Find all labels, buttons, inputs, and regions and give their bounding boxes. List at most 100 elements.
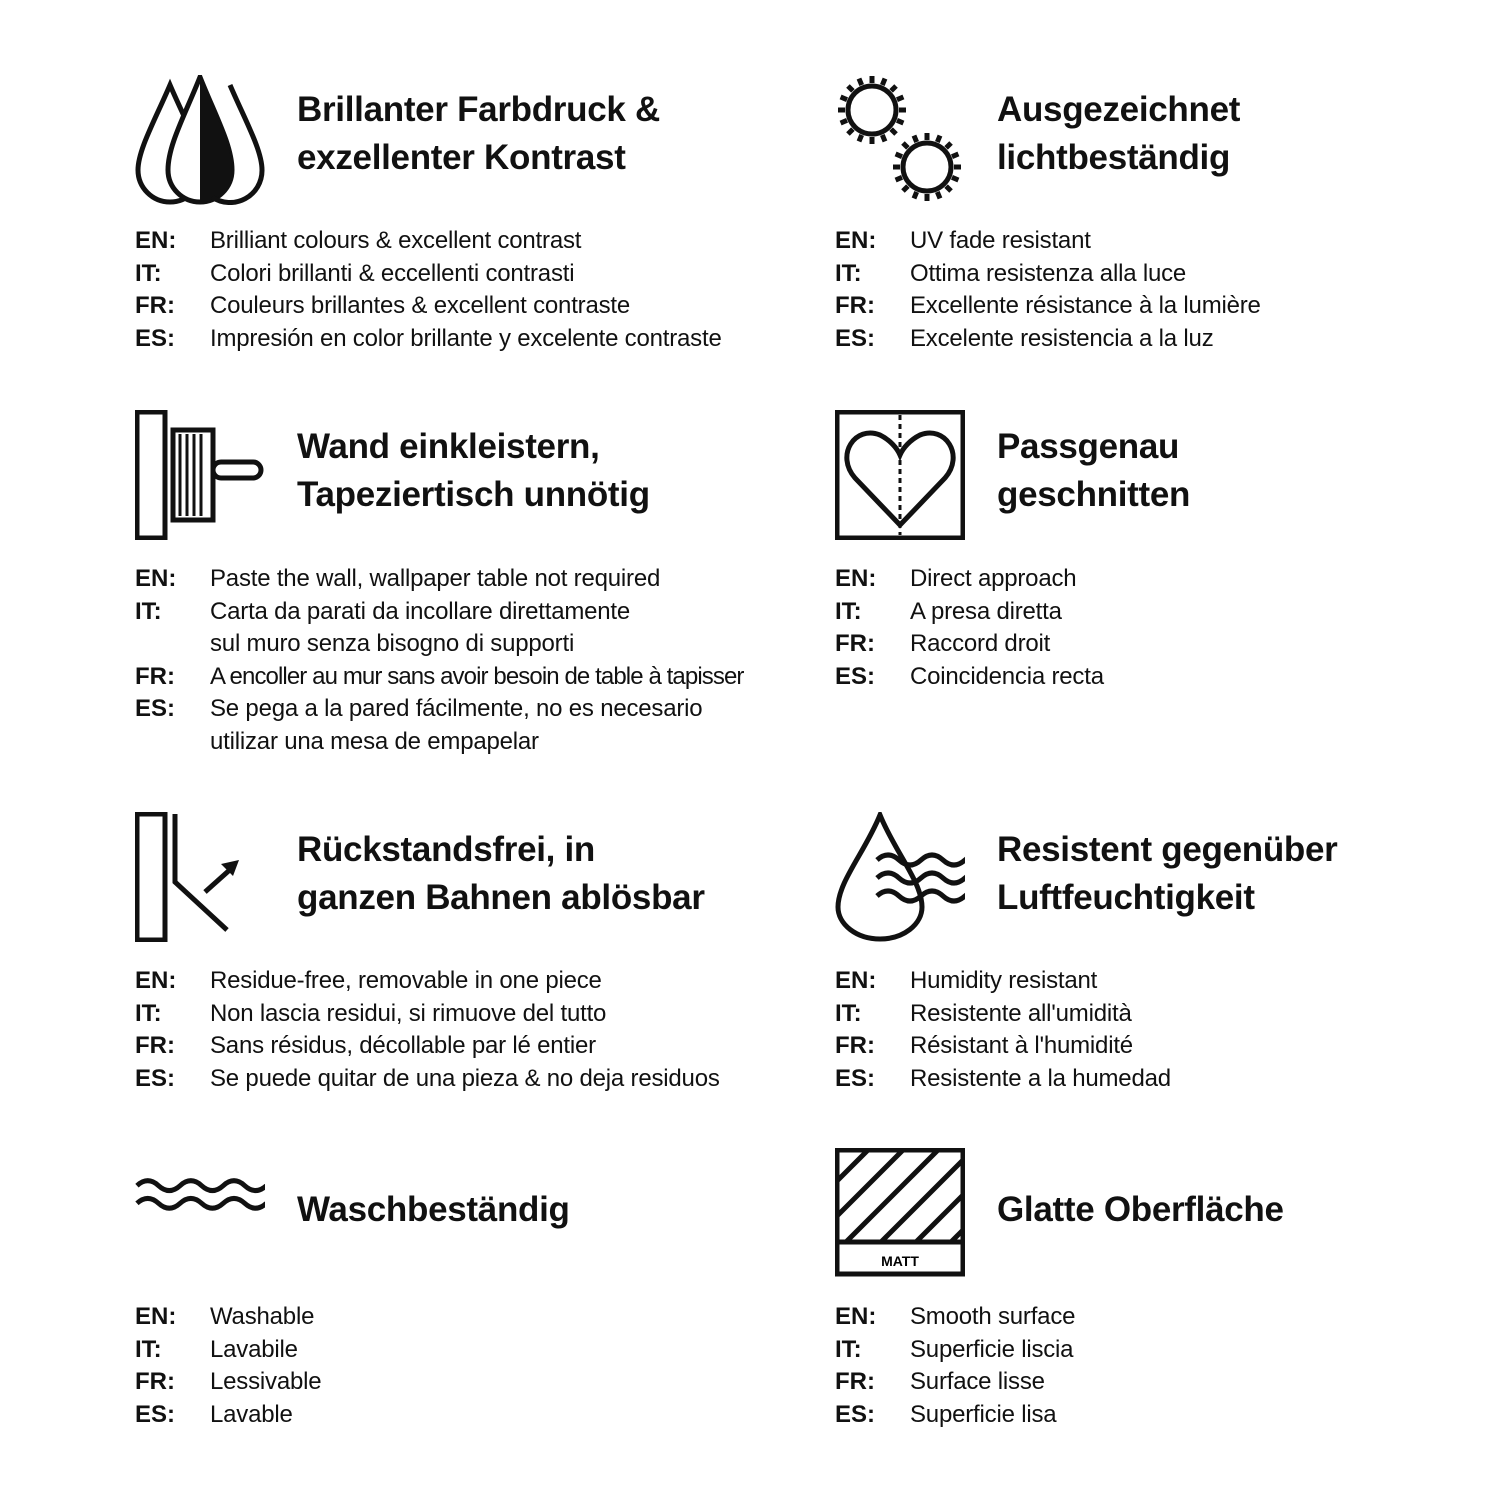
feature-title-line: Ausgezeichnet (997, 90, 1241, 129)
feature-title: Brillanter Farbdruck & exzellenter Kontra… (297, 86, 660, 182)
language-label: IT: (835, 999, 862, 1027)
translation-row: IT: Ottima resistenza alla luce (835, 258, 1261, 291)
heart-match-icon (835, 410, 965, 540)
translation-row: ES: Resistente a la humedad (835, 1063, 1171, 1096)
translation-row: EN: Humidity resistant (835, 965, 1171, 998)
language-label: EN: (135, 1303, 177, 1330)
translation-text: Smooth surface (910, 1301, 1075, 1334)
peel-off-icon (135, 812, 239, 942)
translation-text: A presa diretta (910, 596, 1062, 629)
translation-row: EN: Brilliant colours & excellent contras… (135, 225, 722, 258)
translation-line: Carta da parati da incollare direttament… (210, 597, 631, 625)
translation-text: Résistant à l'humidité (910, 1030, 1133, 1063)
language-label: IT: (135, 999, 162, 1027)
translation-line: Impresión en color brillante y excelente… (210, 324, 722, 352)
translation-row: FR: Couleurs brillantes & excellent contr… (135, 290, 722, 323)
translation-text: A encoller au mur sans avoir besoin de t… (210, 661, 744, 694)
ink-drops-icon (135, 75, 265, 205)
translation-text: Se puede quitar de una pieza & no deja r… (210, 1063, 720, 1096)
translation-line: Superficie liscia (910, 1335, 1074, 1363)
language-label: FR: (135, 662, 175, 690)
translation-line: A encoller au mur sans avoir besoin de t… (210, 662, 744, 690)
translation-text: Non lascia residui, si rimuove del tutto (210, 998, 606, 1031)
feature-title: Waschbeständig (297, 1186, 570, 1234)
translation-line: Superficie lisa (910, 1400, 1057, 1428)
translation-text: Excelente resistencia a la luz (910, 323, 1214, 356)
language-label: ES: (135, 1064, 176, 1092)
translation-text: Superficie lisa (910, 1399, 1057, 1432)
translation-text: Superficie liscia (910, 1334, 1074, 1367)
language-label: FR: (835, 630, 875, 657)
language-label: FR: (835, 1032, 875, 1059)
translation-line: Résistant à l'humidité (910, 1032, 1133, 1059)
translation-text: Brilliant colours & excellent contrast (210, 225, 581, 258)
translation-line: Ottima resistenza alla luce (910, 259, 1187, 287)
translation-row: IT: Carta da parati da incollare direttam… (135, 596, 744, 661)
translation-line: Se pega a la pared fácilmente, no es nec… (210, 695, 703, 722)
translation-text: Humidity resistant (910, 965, 1097, 998)
translation-row: IT: Colori brillanti & eccellenti contras… (135, 258, 722, 291)
translation-row: FR: Excellente résistance à la lumière (835, 290, 1261, 323)
language-label: FR: (135, 1032, 175, 1059)
translation-line: Lavable (210, 1400, 293, 1428)
translation-line: Coincidencia recta (910, 662, 1104, 690)
translation-line: Lavabile (210, 1335, 298, 1363)
feature-title-line: lichtbeständig (997, 138, 1231, 177)
feature-title: Rückstandsfrei, in ganzen Bahnen ablösbar (297, 826, 705, 922)
translation-line: utilizar una mesa de empapelar (210, 727, 539, 755)
translation-row: FR: Raccord droit (835, 628, 1104, 661)
sun-gears-icon (838, 76, 961, 201)
feature-title-line: geschnitten (997, 475, 1191, 514)
language-label: ES: (135, 695, 176, 722)
translation-row: FR: Résistant à l'humidité (835, 1030, 1171, 1063)
translation-line: Resistente a la humedad (910, 1064, 1171, 1092)
translation-line: Washable (210, 1303, 315, 1330)
translation-row: IT: Resistente all'umidità (835, 998, 1171, 1031)
translation-text: UV fade resistant (910, 225, 1091, 258)
translations-list: EN: UV fade resistant IT: Ottima resistenza… (835, 225, 1261, 355)
translation-line: Surface lisse (910, 1368, 1045, 1395)
translation-line: Excellente résistance à la lumière (910, 292, 1261, 319)
language-label: FR: (135, 292, 175, 319)
translation-row: FR: A encoller au mur sans avoir besoin d… (135, 661, 744, 694)
translation-row: ES: Se puede quitar de una pieza & no dej… (135, 1063, 720, 1096)
translation-text: Ottima resistenza alla luce (910, 258, 1186, 291)
feature-title: Glatte Oberfläche (997, 1186, 1284, 1234)
translation-row: ES: Lavable (135, 1399, 321, 1432)
translation-line: Brilliant colours & excellent contrast (210, 227, 582, 254)
feature-title-line: Waschbeständig (297, 1190, 570, 1229)
translation-text: Resistente a la humedad (910, 1063, 1171, 1096)
translation-row: ES: Se pega a la pared fácilmente, no es … (135, 693, 744, 758)
language-label: EN: (835, 967, 877, 994)
translation-row: IT: Non lascia residui, si rimuove del tu… (135, 998, 720, 1031)
language-label: EN: (835, 227, 877, 254)
language-label: FR: (135, 1368, 175, 1395)
language-label: IT: (835, 597, 862, 625)
translation-line: Excelente resistencia a la luz (910, 324, 1214, 352)
translation-line: Direct approach (910, 565, 1077, 592)
language-label: EN: (135, 967, 177, 994)
language-label: IT: (835, 1335, 862, 1363)
feature-title: Resistent gegenüber Luftfeuchtigkeit (997, 826, 1338, 922)
feature-title-line: Rückstandsfrei, in (297, 830, 596, 869)
feature-title: Wand einkleistern, Tapeziertisch unnötig (297, 423, 650, 519)
language-label: EN: (135, 565, 177, 592)
translation-text: Coincidencia recta (910, 661, 1104, 694)
feature-title-line: Tapeziertisch unnötig (297, 475, 650, 514)
translation-line: UV fade resistant (910, 227, 1091, 254)
translation-line: Residue-free, removable in one piece (210, 967, 602, 994)
translation-row: ES: Excelente resistencia a la luz (835, 323, 1261, 356)
translation-line: Non lascia residui, si rimuove del tutto (210, 999, 607, 1027)
translation-line: A presa diretta (910, 597, 1062, 625)
translation-text: Sans résidus, décollable par lé entier (210, 1030, 596, 1063)
translation-row: EN: Smooth surface (835, 1301, 1075, 1334)
language-label: FR: (835, 292, 875, 319)
language-label: ES: (835, 324, 876, 352)
translation-text: Excellente résistance à la lumière (910, 290, 1261, 323)
translations-list: EN: Smooth surface IT: Superficie liscia FR:… (835, 1301, 1075, 1431)
feature-title-line: exzellenter Kontrast (297, 138, 626, 177)
translations-list: EN: Washable IT: Lavabile FR: Lessivable ES: La… (135, 1301, 322, 1432)
translation-line: Se puede quitar de una pieza & no deja r… (210, 1064, 720, 1092)
translations-list: EN: Residue-free, removable in one piece I… (135, 965, 720, 1095)
feature-title-line: ganzen Bahnen ablösbar (297, 878, 705, 917)
